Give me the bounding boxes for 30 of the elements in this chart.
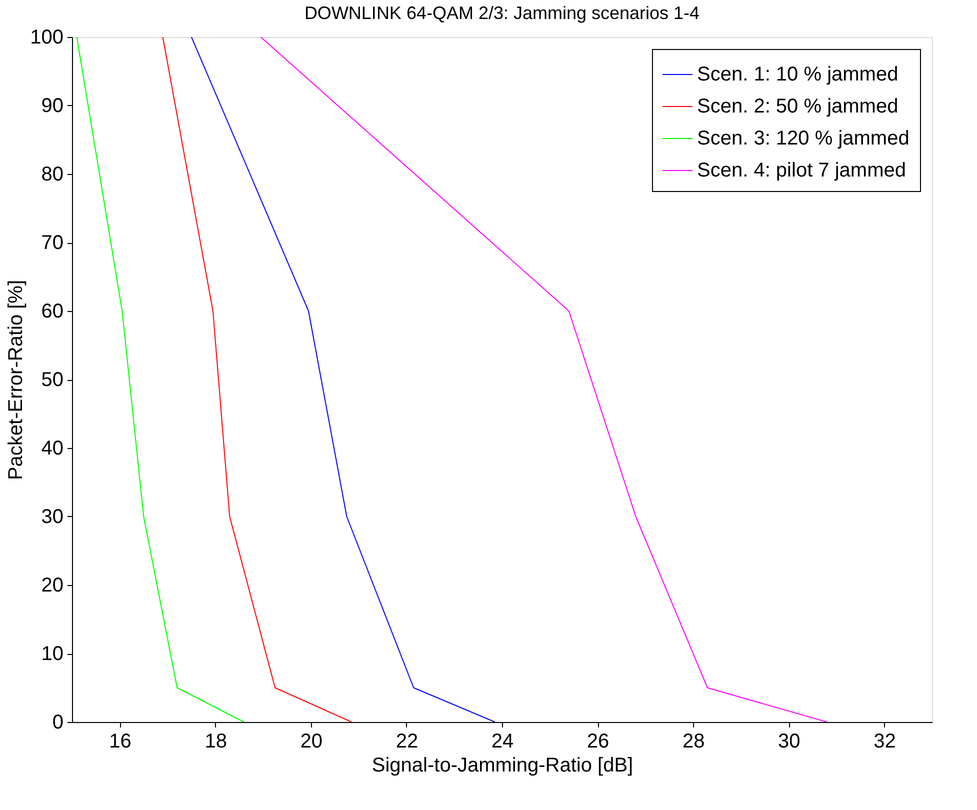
x-axis-title: Signal-to-Jamming-Ratio [dB] — [372, 754, 634, 776]
y-tick-label: 40 — [41, 438, 64, 460]
chart-title: DOWNLINK 64-QAM 2/3: Jamming scenarios 1-4 — [304, 3, 700, 23]
x-tick-label: 26 — [586, 730, 610, 752]
y-tick-label: 100 — [30, 26, 64, 48]
x-tick-label: 18 — [204, 730, 227, 752]
legend-label: Scen. 2: 50 % jammed — [697, 96, 898, 118]
y-tick-label: 10 — [41, 643, 64, 665]
x-tick-label: 24 — [491, 730, 514, 752]
x-tick-label: 16 — [109, 730, 132, 752]
x-tick-label: 28 — [682, 730, 705, 752]
y-tick-label: 90 — [41, 95, 64, 117]
y-tick-label: 20 — [41, 574, 64, 596]
y-axis-title: Packet-Error-Ratio [%] — [5, 280, 28, 480]
legend-label: Scen. 4: pilot 7 jammed — [697, 160, 906, 182]
y-tick-label: 0 — [52, 712, 64, 734]
x-tick-label: 22 — [396, 730, 418, 752]
y-tick-label: 60 — [41, 300, 64, 322]
legend-label: Scen. 1: 10 % jammed — [697, 64, 898, 86]
y-tick-label: 80 — [41, 164, 64, 186]
x-tick-label: 20 — [300, 730, 323, 752]
y-tick-label: 70 — [41, 232, 64, 254]
line-series — [190, 37, 496, 722]
x-tick-label: 30 — [778, 730, 800, 752]
legend-label: Scen. 3: 120 % jammed — [697, 128, 910, 150]
line-series — [162, 37, 352, 722]
x-tick-label: 32 — [874, 730, 896, 752]
y-tick-label: 50 — [41, 369, 64, 391]
line-series — [76, 37, 244, 722]
y-tick-label: 30 — [41, 506, 64, 528]
